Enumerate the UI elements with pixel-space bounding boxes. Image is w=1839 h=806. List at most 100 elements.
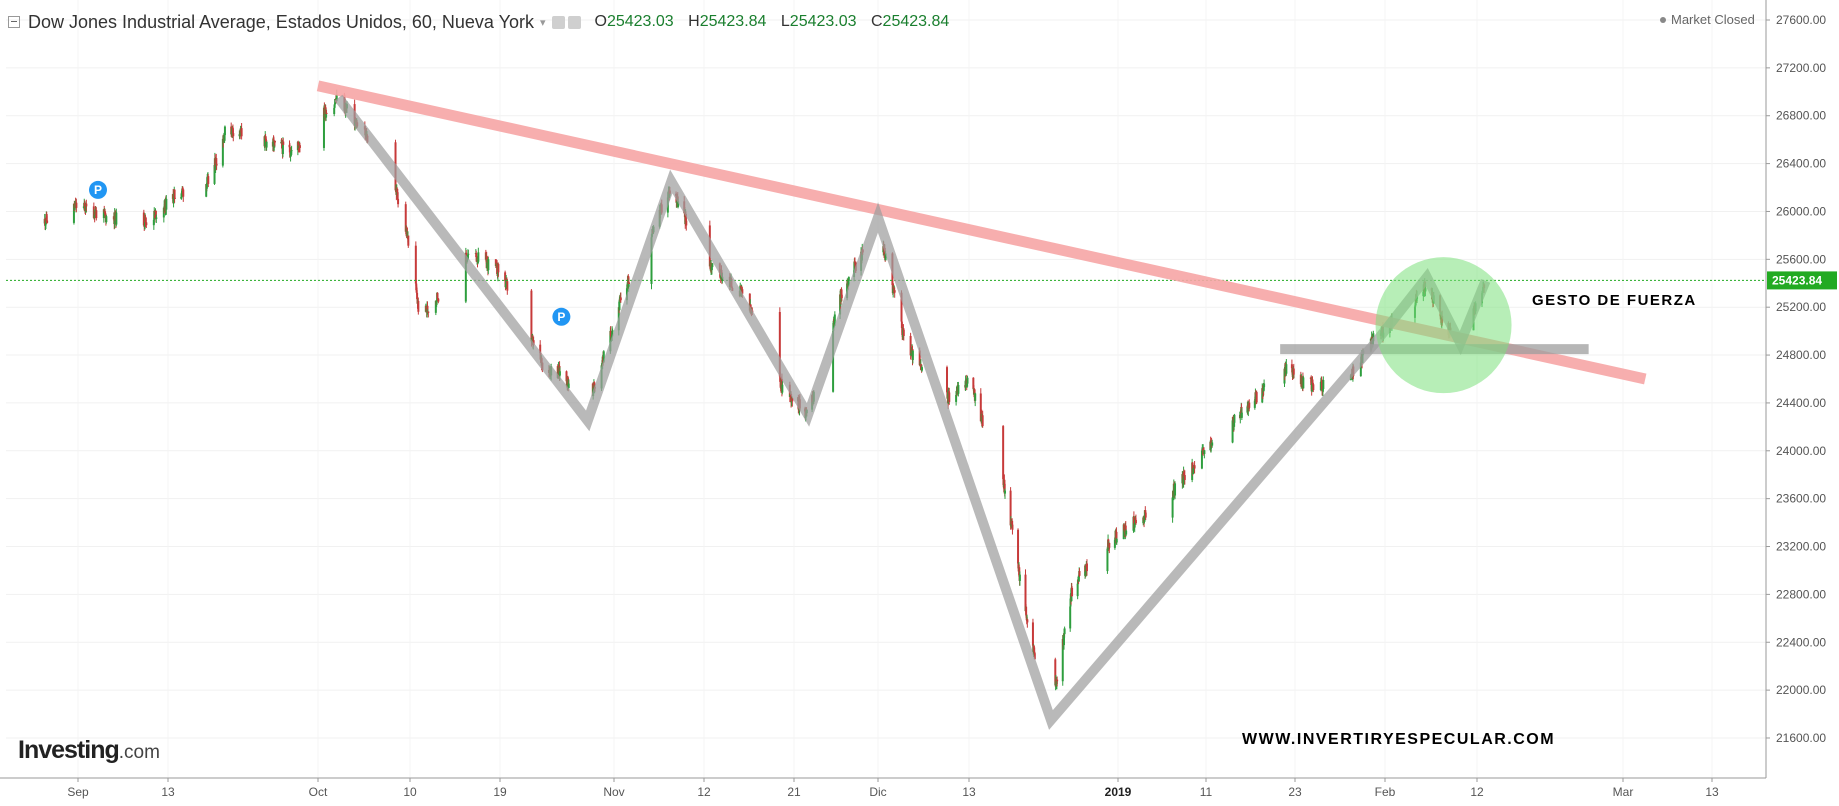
x-tick-label: Sep xyxy=(67,785,89,799)
candle-body xyxy=(1033,647,1036,652)
candle-body xyxy=(1122,524,1125,540)
candle-body xyxy=(464,252,467,302)
candle-body xyxy=(847,277,850,282)
grid-group xyxy=(6,0,1766,778)
candle-body xyxy=(1262,386,1265,391)
candle-body xyxy=(711,263,714,268)
x-tick-label: 13 xyxy=(161,785,175,799)
candle-body xyxy=(115,212,118,225)
y-tick-label: 24800.00 xyxy=(1776,348,1826,362)
candle-body xyxy=(740,287,743,290)
candle-body xyxy=(1311,379,1314,392)
candle-body xyxy=(1018,567,1021,577)
candle-body xyxy=(684,213,687,221)
candle-body xyxy=(721,276,724,281)
candle-body xyxy=(840,294,843,299)
chevron-down-icon[interactable]: ▾ xyxy=(539,16,546,29)
ohlc-readout: O25423.03 H25423.84 L25423.03 C25423.84 xyxy=(595,13,960,31)
ohlc-low-value: 25423.03 xyxy=(789,13,857,30)
candle-body xyxy=(1233,414,1236,423)
annotation-force: GESTO DE FUERZA xyxy=(1532,292,1697,309)
candle-body xyxy=(1031,622,1034,646)
ohlc-high-key: H xyxy=(688,13,700,30)
candle-body xyxy=(207,176,210,184)
candle-body xyxy=(165,198,168,210)
candle-body xyxy=(1359,362,1362,377)
candle-body xyxy=(85,203,88,207)
candle-body xyxy=(467,253,470,255)
candle-body xyxy=(1144,512,1147,518)
x-tick-label: 12 xyxy=(697,785,711,799)
candle-body xyxy=(263,136,266,147)
candle-body xyxy=(966,377,969,384)
collapse-icon[interactable] xyxy=(8,16,20,28)
x-tick-label: 11 xyxy=(1200,785,1213,799)
candle-body xyxy=(155,217,158,219)
candle-body xyxy=(1302,377,1305,389)
candle-body xyxy=(1106,548,1109,572)
candle-body xyxy=(1076,583,1079,597)
candle-body xyxy=(396,192,399,200)
market-status: Market Closed xyxy=(1660,12,1755,27)
candle-body xyxy=(1062,633,1065,646)
candle-body xyxy=(1183,475,1186,480)
candle-body xyxy=(791,398,794,402)
candle-body xyxy=(1025,606,1028,615)
status-dot-icon xyxy=(1660,16,1666,23)
candle-body xyxy=(1321,381,1324,391)
candle-body xyxy=(609,330,612,336)
candle-body xyxy=(593,382,596,388)
candle-body xyxy=(1193,465,1196,469)
candle-body xyxy=(833,314,836,322)
y-tick-label: 25600.00 xyxy=(1776,252,1826,266)
candle-body xyxy=(530,290,533,342)
y-tick-label: 21600.00 xyxy=(1776,731,1826,745)
candle-body xyxy=(565,371,568,382)
candle-body xyxy=(298,145,301,148)
candle-body xyxy=(44,218,47,226)
candle-body xyxy=(972,377,975,389)
candle-body xyxy=(475,252,478,257)
candle-body xyxy=(173,197,176,199)
candle-body xyxy=(1009,490,1012,526)
highlight-circle xyxy=(1375,257,1512,394)
y-tick-label: 26000.00 xyxy=(1776,204,1826,218)
eye-icon[interactable] xyxy=(551,15,565,29)
candle-body xyxy=(407,235,410,246)
candle-body xyxy=(404,204,407,232)
candle-body xyxy=(1011,524,1014,530)
candle-body xyxy=(223,126,226,136)
candle-body xyxy=(1239,411,1242,419)
x-tick-label: 10 xyxy=(403,785,417,799)
candle-body xyxy=(619,297,622,301)
current-price-label: 25423.84 xyxy=(1772,273,1822,287)
candle-body xyxy=(677,201,680,207)
x-axis-labels: Sep 13 Oct 10 19 Nov 12 21 Dic 13 2019 11 23 Feb 12 Mar… xyxy=(67,778,1719,799)
candle-body xyxy=(685,220,688,226)
candle-body xyxy=(979,393,982,422)
candle-body xyxy=(75,202,78,208)
candle-body xyxy=(1319,381,1322,391)
candle-body xyxy=(282,141,285,145)
ohlc-open-value: 25423.03 xyxy=(606,13,674,30)
candle-body xyxy=(437,298,440,302)
candle-body xyxy=(1017,529,1020,564)
candle-body xyxy=(1191,462,1194,474)
ohlc-open-key: O xyxy=(594,13,607,30)
annotation-website: WWW.INVERTIRYESPECULAR.COM xyxy=(1242,731,1556,748)
gear-icon[interactable] xyxy=(567,15,581,29)
candle-body xyxy=(558,371,561,376)
candle-body xyxy=(335,94,338,101)
candle-body xyxy=(1115,539,1118,543)
candle-body xyxy=(1292,368,1295,375)
candle-body xyxy=(232,133,235,137)
candle-body xyxy=(1026,619,1029,623)
candle-body xyxy=(1171,497,1174,518)
candle-body xyxy=(290,150,293,152)
candle-body xyxy=(893,290,896,293)
candle-body xyxy=(964,380,967,388)
candle-body xyxy=(265,141,268,148)
candle-body xyxy=(1108,542,1111,548)
candle-body xyxy=(1285,364,1288,374)
